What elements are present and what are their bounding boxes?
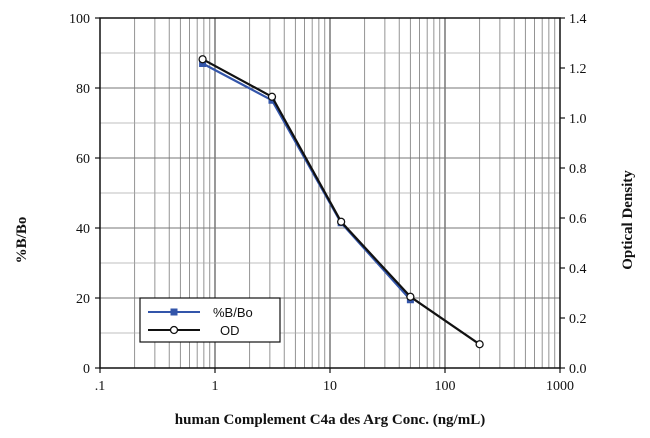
data-point-bbo — [199, 60, 207, 67]
y2-tick-label: 1.0 — [569, 112, 587, 127]
y2-tick-label: 0.2 — [569, 312, 587, 327]
y2-tick-label: 0.8 — [569, 162, 587, 177]
y-tick-label: 0 — [83, 362, 90, 377]
x-tick-label: 100 — [435, 379, 456, 394]
y-tick-label: 80 — [76, 82, 90, 97]
legend-label-bbo: %B/Bo — [213, 305, 253, 320]
ticks — [95, 17, 565, 373]
data-point-od — [198, 55, 207, 64]
legend-marker-bbo — [170, 308, 178, 316]
y-tick-label: 40 — [76, 222, 90, 237]
x-tick-label: .1 — [95, 379, 106, 394]
y2-tick-label: 0.4 — [569, 262, 587, 277]
y2-tick-label: 1.4 — [569, 12, 587, 27]
legend: %B/Bo OD — [139, 297, 281, 343]
y-tick-label: 100 — [69, 12, 90, 27]
legend-marker-od — [169, 325, 179, 335]
y2-axis-title: Optical Density — [620, 170, 636, 270]
y2-tick-label: 1.2 — [569, 62, 587, 77]
y-tick-label: 20 — [76, 292, 90, 307]
grid — [100, 18, 560, 368]
y-tick-label: 60 — [76, 152, 90, 167]
x-tick-label: 1000 — [546, 379, 574, 394]
legend-label-od: OD — [220, 323, 240, 338]
data-point-od — [406, 292, 415, 301]
x-tick-label: 10 — [323, 379, 337, 394]
y-axis-title: %B/Bo — [14, 217, 30, 264]
x-tick-label: 1 — [212, 379, 219, 394]
data-point-od — [475, 340, 484, 349]
y2-tick-label: 0.6 — [569, 212, 587, 227]
x-axis-title: human Complement C4a des Arg Conc. (ng/m… — [175, 412, 485, 428]
y2-tick-label: 0.0 — [569, 362, 587, 377]
data-point-od — [267, 92, 277, 101]
legend-box — [139, 297, 281, 343]
data-point-od — [336, 217, 346, 226]
series-layer — [198, 55, 484, 349]
tick-labels: .1 1 10 100 1000 0 20 40 60 80 100 0.0 0.2 0.4 0.6 0.8 1… — [69, 12, 587, 394]
